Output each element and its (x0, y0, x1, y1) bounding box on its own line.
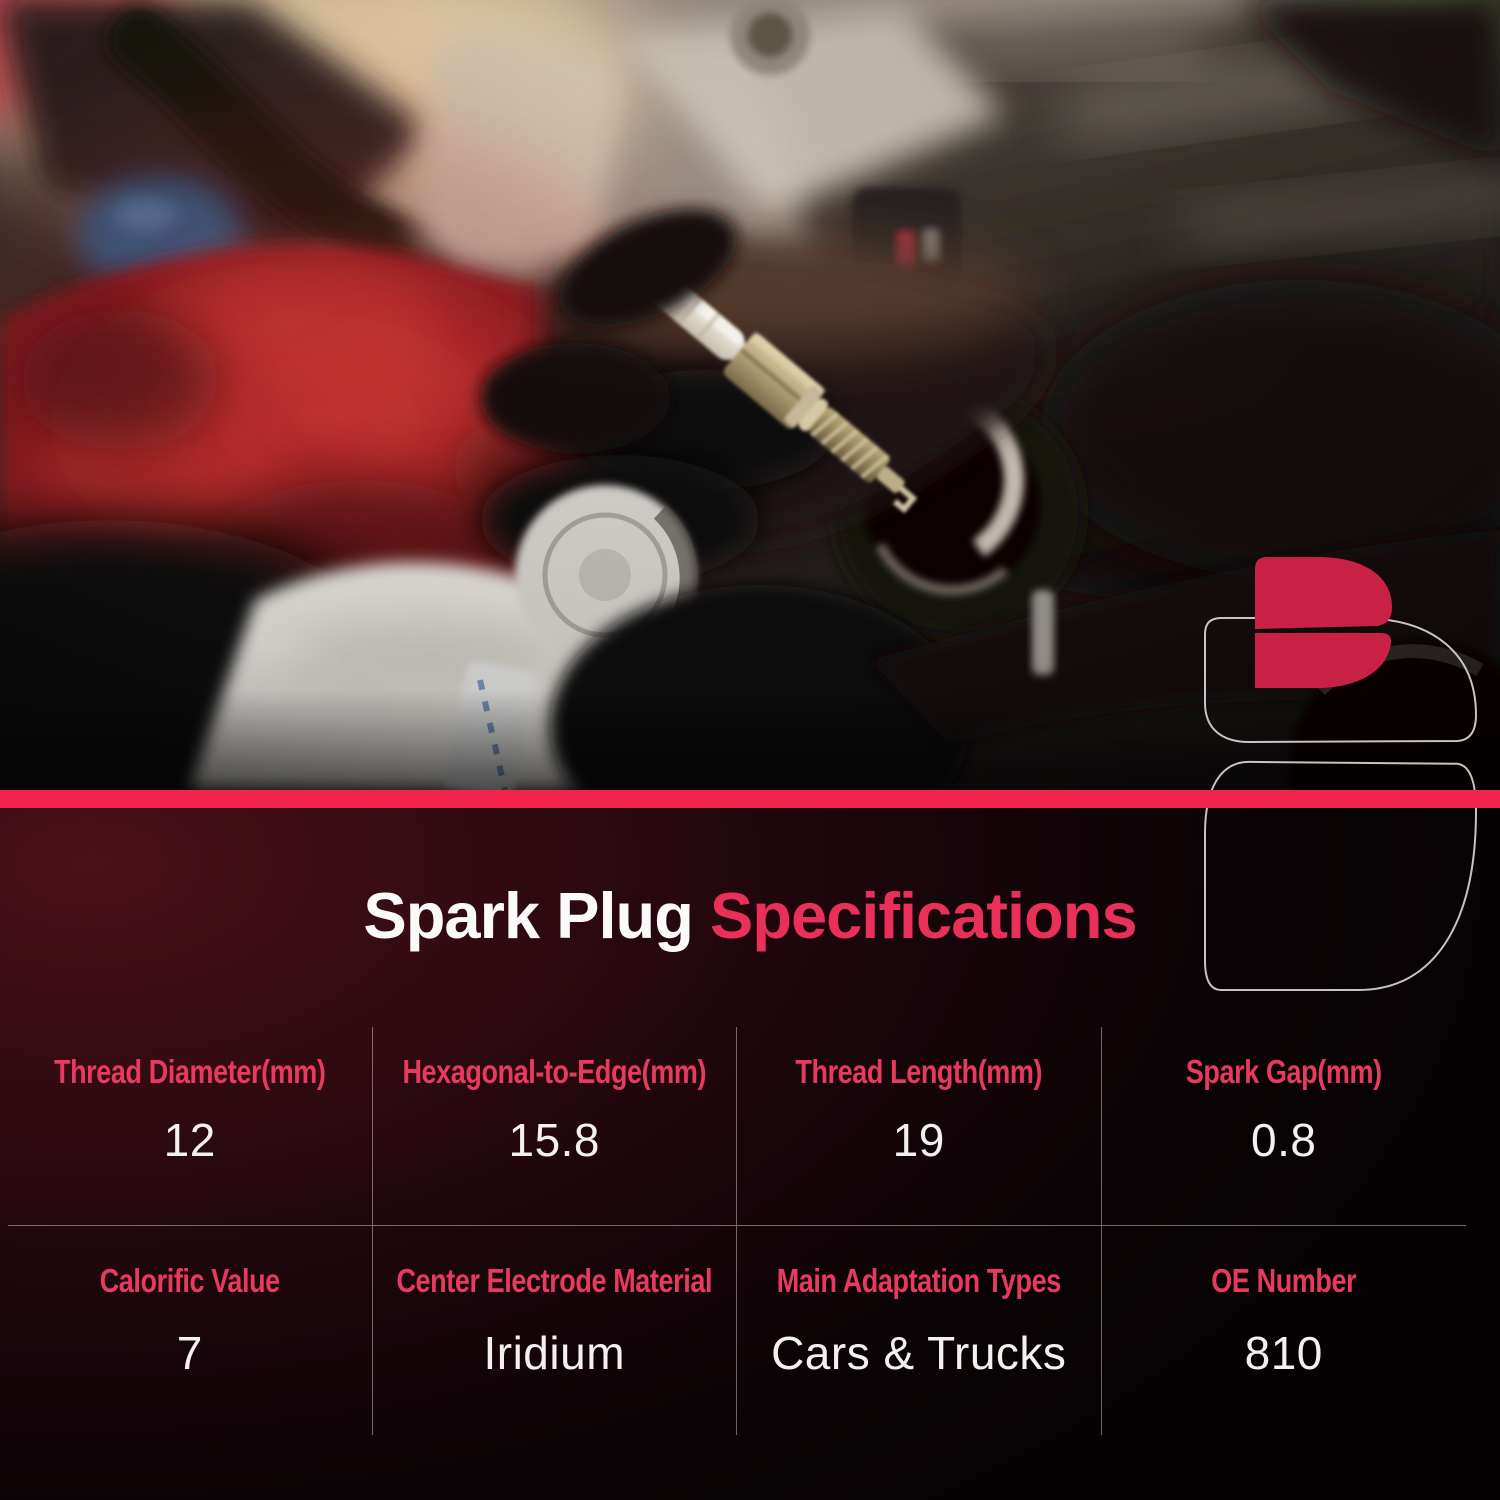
accent-stripe (0, 790, 1500, 808)
spec-value: Iridium (483, 1327, 626, 1379)
section-title: Spark Plug Specifications (0, 870, 1500, 962)
logo-outline-lower (1205, 762, 1476, 990)
logo-leaf-top (1255, 557, 1392, 629)
brand-logo (1204, 557, 1478, 1000)
specs-section (0, 808, 1500, 1500)
spec-value: 19 (892, 1114, 945, 1166)
spec-label: Hexagonal-to-Edge(mm) (402, 1053, 707, 1091)
title-accent: Specifications (709, 879, 1138, 952)
logo-outline-upper (1204, 617, 1478, 744)
spec-value: 0.8 (1251, 1114, 1317, 1166)
spec-value: 12 (163, 1114, 216, 1166)
specs-table: Thread Diameter(mm) 12 Hexagonal-to-Edge… (8, 1027, 1466, 1435)
spec-value: 7 (176, 1327, 203, 1379)
spec-cell-calorific-value: Calorific Value 7 (8, 1226, 373, 1435)
spec-label: Center Electrode Material (396, 1262, 713, 1300)
spec-label: Main Adaptation Types (776, 1262, 1062, 1300)
spec-cell-thread-diameter: Thread Diameter(mm) 12 (8, 1027, 373, 1226)
spec-value: 810 (1244, 1327, 1323, 1379)
spec-cell-spark-gap: Spark Gap(mm) 0.8 (1101, 1027, 1466, 1226)
logo-leaf-bottom (1255, 633, 1392, 688)
spec-cell-hexagonal-to-edge: Hexagonal-to-Edge(mm) 15.8 (372, 1027, 737, 1226)
spec-cell-main-adaptation-types: Main Adaptation Types Cars & Trucks (737, 1226, 1102, 1435)
spec-value: Cars & Trucks (771, 1327, 1067, 1379)
spec-label: Thread Diameter(mm) (54, 1053, 326, 1091)
spec-cell-thread-length: Thread Length(mm) 19 (737, 1027, 1102, 1226)
title-main: Spark Plug (363, 879, 694, 952)
spec-label: Calorific Value (99, 1262, 280, 1300)
engine-bay-photo (0, 0, 1500, 900)
hero-photo (0, 0, 1500, 900)
spec-label: Thread Length(mm) (795, 1053, 1043, 1091)
spec-label: OE Number (1211, 1262, 1357, 1300)
spec-cell-oe-number: OE Number 810 (1102, 1226, 1467, 1435)
spec-value: 15.8 (508, 1114, 601, 1166)
spec-cell-center-electrode-material: Center Electrode Material Iridium (373, 1226, 737, 1435)
spec-label: Spark Gap(mm) (1185, 1053, 1382, 1091)
